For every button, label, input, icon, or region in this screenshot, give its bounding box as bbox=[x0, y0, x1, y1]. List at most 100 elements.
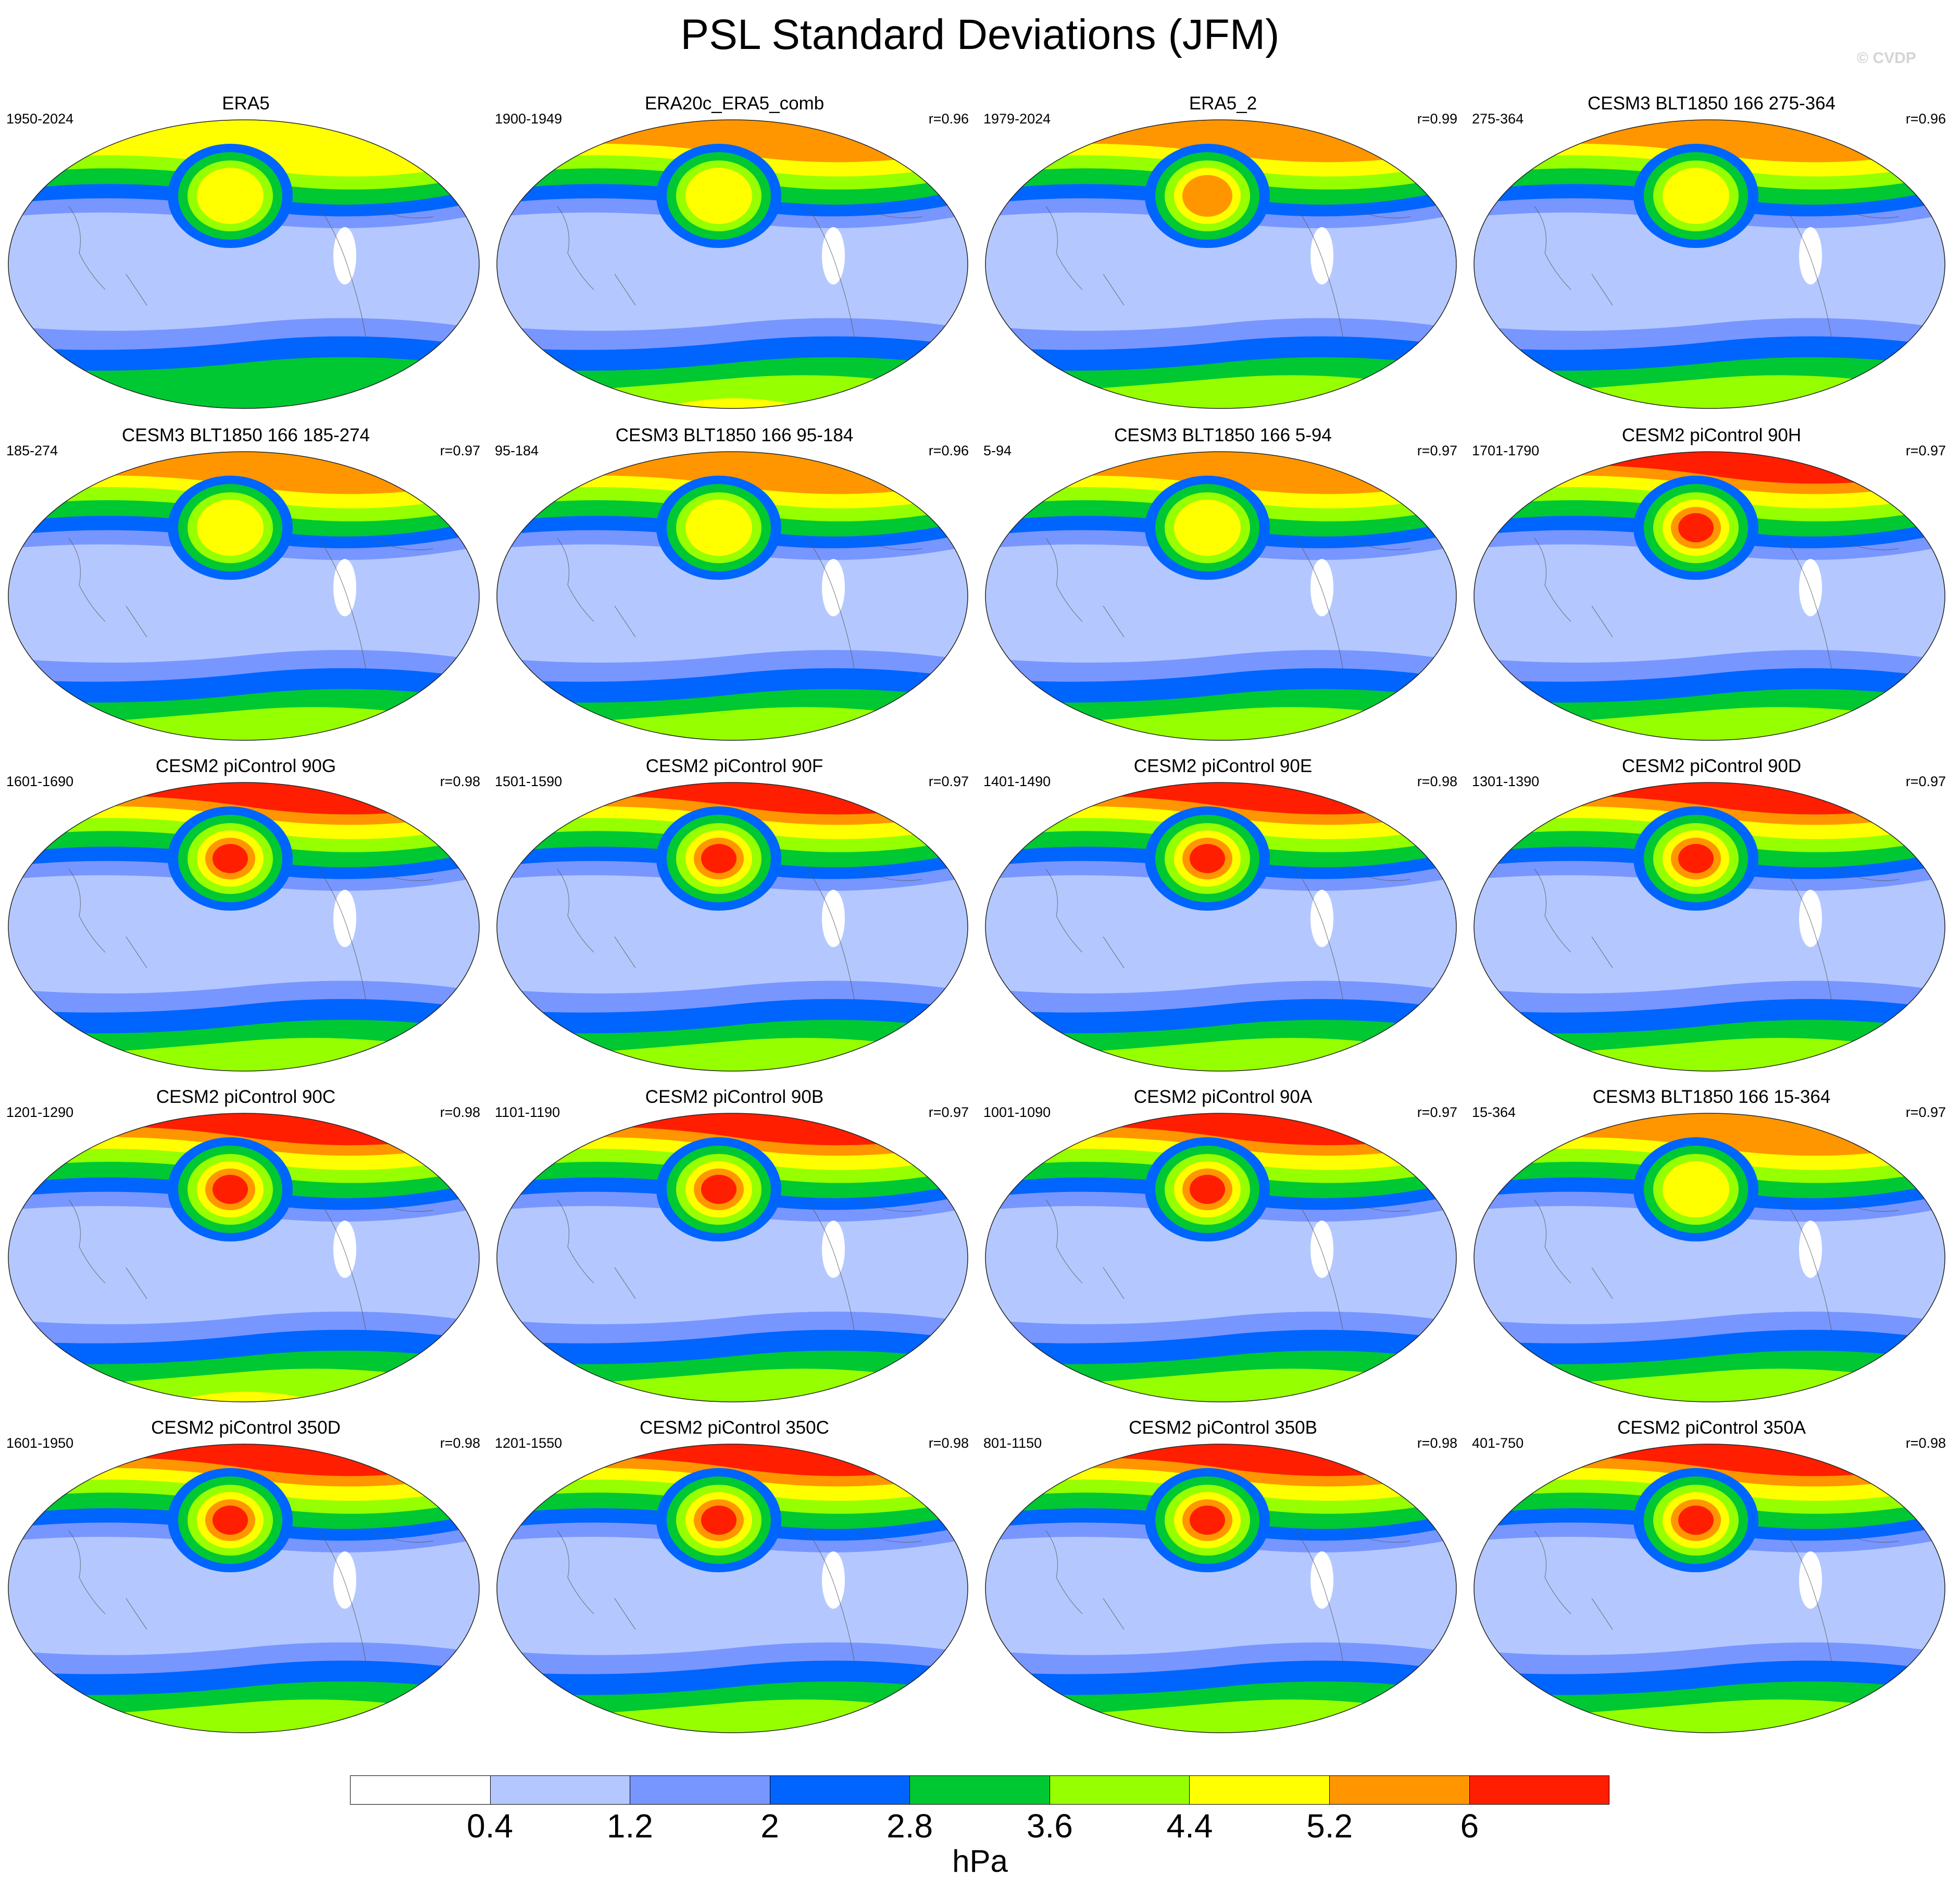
coastlines bbox=[1045, 206, 1411, 337]
colorbar-swatch bbox=[1190, 1776, 1330, 1804]
colorbar-swatch bbox=[910, 1776, 1050, 1804]
map-outline bbox=[1474, 1113, 1945, 1402]
tropical-minimum bbox=[1799, 1551, 1822, 1609]
map-panel: CESM3 BLT1850 166 5-94 5-94 r=0.97 bbox=[983, 425, 1463, 748]
tropical-minimum bbox=[1310, 890, 1333, 947]
colorbar-tick-label: 6 bbox=[1460, 1807, 1479, 1845]
tropical-minimum bbox=[822, 559, 845, 616]
panel-pattern-correlation: r=0.97 bbox=[928, 774, 969, 789]
panel-pattern-correlation: r=0.97 bbox=[1905, 1104, 1946, 1120]
north-pacific-max bbox=[1678, 844, 1714, 873]
map-outline bbox=[1474, 1444, 1945, 1733]
map-outline bbox=[496, 782, 968, 1072]
north-pacific-max bbox=[701, 1175, 736, 1204]
panel-years: 1900-1949 bbox=[495, 111, 563, 127]
tropical-minimum bbox=[1799, 1221, 1822, 1278]
sh-contour-band bbox=[1474, 707, 1945, 740]
tropical-minimum bbox=[333, 227, 356, 284]
coastlines bbox=[557, 1199, 922, 1331]
panel-title: CESM2 piControl 350B bbox=[1129, 1418, 1317, 1438]
tropical-minimum bbox=[1799, 890, 1822, 947]
sh-contour-band bbox=[1474, 1038, 1945, 1071]
map-outline bbox=[496, 1444, 968, 1733]
map-outline bbox=[8, 1444, 480, 1733]
sh-contour-band bbox=[8, 1038, 479, 1071]
panel-title: ERA5 bbox=[222, 93, 270, 114]
panel-pattern-correlation: r=0.96 bbox=[1905, 111, 1946, 127]
colorbar bbox=[350, 1775, 1609, 1805]
psl-std-map bbox=[1474, 1444, 1945, 1733]
psl-std-map bbox=[1474, 1113, 1945, 1402]
sh-contour-band bbox=[985, 375, 1456, 408]
panel-years: 185-274 bbox=[6, 443, 58, 458]
panel-pattern-correlation: r=0.99 bbox=[1417, 111, 1457, 127]
panel-pattern-correlation: r=0.96 bbox=[928, 111, 969, 127]
coastlines bbox=[1534, 1199, 1900, 1331]
panel-title: CESM3 BLT1850 166 95-184 bbox=[615, 425, 854, 445]
panel-years: 1101-1190 bbox=[495, 1104, 560, 1120]
map-panel: CESM2 piControl 90H 1701-1790 r=0.97 bbox=[1472, 425, 1951, 748]
psl-std-map bbox=[8, 451, 480, 741]
north-pacific-max bbox=[1678, 513, 1714, 542]
tropical-minimum bbox=[1799, 559, 1822, 616]
map-panel: ERA20c_ERA5_comb 1900-1949 r=0.96 bbox=[495, 93, 974, 416]
map-panel: CESM2 piControl 90D 1301-1390 r=0.97 bbox=[1472, 755, 1951, 1078]
north-pacific-max bbox=[213, 1506, 248, 1535]
sh-contour-band bbox=[1474, 375, 1945, 408]
map-outline bbox=[8, 782, 480, 1072]
north-pacific-max bbox=[1190, 1506, 1225, 1535]
panel-title: CESM2 piControl 350C bbox=[640, 1418, 829, 1438]
panel-title: CESM3 BLT1850 166 275-364 bbox=[1587, 93, 1836, 114]
panel-title: CESM2 piControl 90B bbox=[645, 1087, 824, 1107]
map-outline bbox=[8, 119, 480, 409]
sh-contour-band bbox=[1474, 1699, 1945, 1733]
map-outline bbox=[496, 451, 968, 741]
sh-contour-band bbox=[497, 1699, 968, 1733]
panel-years: 1601-1950 bbox=[6, 1435, 74, 1451]
panel-title: CESM2 piControl 350D bbox=[151, 1418, 341, 1438]
sh-contour-band bbox=[985, 1699, 1456, 1733]
colorbar-swatch bbox=[1329, 1776, 1470, 1804]
psl-std-map bbox=[985, 451, 1457, 741]
map-panel: CESM2 piControl 350A 401-750 r=0.98 bbox=[1472, 1417, 1951, 1740]
panel-years: 1301-1390 bbox=[1472, 774, 1540, 789]
sh-contour-band bbox=[1474, 1369, 1945, 1402]
psl-std-map bbox=[8, 1444, 480, 1733]
map-panel: CESM3 BLT1850 166 15-364 15-364 r=0.97 bbox=[1472, 1086, 1951, 1409]
north-pacific-max bbox=[1182, 175, 1232, 217]
map-outline bbox=[496, 119, 968, 409]
coastlines bbox=[68, 1199, 434, 1331]
panel-title: ERA5_2 bbox=[1189, 93, 1257, 114]
sh-contour-band bbox=[985, 1369, 1456, 1402]
panel-years: 1979-2024 bbox=[983, 111, 1051, 127]
tropical-minimum bbox=[1310, 1551, 1333, 1609]
map-outline bbox=[1474, 119, 1945, 409]
colorbar-swatch bbox=[1050, 1776, 1190, 1804]
map-panel: CESM2 piControl 90E 1401-1490 r=0.98 bbox=[983, 755, 1463, 1078]
panel-pattern-correlation: r=0.98 bbox=[1417, 1435, 1457, 1451]
colorbar-swatch bbox=[1469, 1776, 1609, 1804]
coastlines bbox=[557, 1530, 922, 1661]
panel-years: 1201-1550 bbox=[495, 1435, 563, 1451]
map-outline bbox=[8, 1113, 480, 1402]
panel-title: CESM2 piControl 350A bbox=[1617, 1418, 1806, 1438]
sh-contour-band bbox=[497, 1369, 968, 1402]
tropical-minimum bbox=[333, 559, 356, 616]
panel-pattern-correlation: r=0.97 bbox=[440, 443, 480, 458]
psl-std-map bbox=[496, 451, 968, 741]
panel-years: 15-364 bbox=[1472, 1104, 1516, 1120]
psl-std-map bbox=[985, 119, 1457, 409]
tropical-minimum bbox=[333, 1221, 356, 1278]
north-pacific-max bbox=[685, 500, 752, 556]
panel-years: 1401-1490 bbox=[983, 774, 1051, 789]
psl-std-map bbox=[8, 1113, 480, 1402]
colorbar-tick-labels: 0.4 1.2 2 2.8 3.6 4.4 5.2 6 bbox=[350, 1808, 1609, 1844]
panel-title: CESM2 piControl 90A bbox=[1133, 1087, 1313, 1107]
panel-pattern-correlation: r=0.97 bbox=[1905, 774, 1946, 789]
map-panel: CESM2 piControl 90B 1101-1190 r=0.97 bbox=[495, 1086, 974, 1409]
map-panel: CESM3 BLT1850 166 275-364 275-364 r=0.96 bbox=[1472, 93, 1951, 416]
north-pacific-max bbox=[213, 844, 248, 873]
tropical-minimum bbox=[1310, 1221, 1333, 1278]
north-pacific-max bbox=[1663, 168, 1729, 224]
psl-std-map bbox=[1474, 119, 1945, 409]
